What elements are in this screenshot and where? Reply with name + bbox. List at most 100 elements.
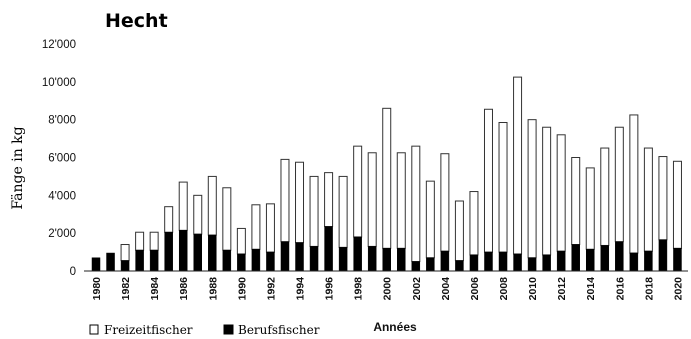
bar-berufsfischer-1997: [338, 247, 348, 272]
x-tick-label: 1994: [295, 277, 307, 301]
y-tick-label: 10'000: [42, 77, 76, 89]
x-tick-label: 2018: [643, 277, 655, 301]
bar-freizeitfischer-2019: [658, 156, 668, 241]
x-tick-label: 2016: [614, 277, 626, 301]
bar-berufsfischer-1982: [120, 260, 130, 272]
bar-berufsfischer-1996: [324, 226, 333, 272]
bar-berufsfischer-2015: [600, 245, 610, 272]
bar-freizeitfischer-2009: [513, 76, 523, 255]
bar-berufsfischer-1992: [266, 251, 275, 272]
bar-freizeitfischer-1986: [178, 181, 188, 231]
bar-freizeitfischer-1984: [149, 231, 159, 251]
bar-berufsfischer-2020: [673, 248, 682, 272]
bar-berufsfischer-2003: [426, 257, 435, 272]
bar-berufsfischer-2018: [644, 250, 653, 272]
x-tick-label: 2000: [382, 277, 394, 301]
bar-berufsfischer-2011: [542, 254, 551, 272]
y-tick-label: 6'000: [48, 153, 76, 165]
bar-freizeitfischer-2004: [440, 153, 450, 252]
bar-freizeitfischer-2000: [382, 107, 392, 249]
bar-berufsfischer-1983: [135, 249, 144, 272]
bar-berufsfischer-1980: [91, 257, 101, 272]
bar-berufsfischer-2009: [513, 253, 522, 272]
bar-freizeitfischer-1993: [280, 158, 290, 243]
bar-berufsfischer-1986: [178, 230, 188, 272]
bars: [91, 76, 682, 272]
x-tick-label: 2010: [527, 277, 539, 301]
bar-freizeitfischer-2018: [643, 147, 653, 252]
bar-freizeitfischer-2003: [425, 180, 435, 259]
bar-freizeitfischer-1983: [135, 231, 145, 251]
bar-berufsfischer-2016: [615, 241, 624, 272]
y-axis-ticks: 0 2'000 4'000 6'000 8'000 10'000 12'000: [42, 39, 76, 278]
x-tick-label: 1990: [236, 277, 248, 301]
bar-freizeitfischer-1995: [309, 175, 319, 247]
bar-berufsfischer-2006: [469, 254, 479, 272]
bar-freizeitfischer-2014: [585, 167, 595, 250]
bar-berufsfischer-1999: [367, 246, 377, 272]
bar-freizeitfischer-1996: [324, 172, 334, 228]
bar-freizeitfischer-2017: [629, 114, 639, 254]
bar-berufsfischer-1989: [222, 249, 232, 272]
bar-berufsfischer-1993: [280, 241, 290, 272]
x-tick-label: 1986: [178, 277, 190, 301]
y-tick-label: 0: [70, 266, 76, 278]
bar-freizeitfischer-2006: [469, 191, 479, 256]
bar-berufsfischer-1991: [251, 248, 261, 272]
y-tick-label: 8'000: [48, 115, 76, 127]
y-axis-label: Fänge in kg: [10, 126, 26, 209]
bar-berufsfischer-1984: [149, 249, 159, 272]
bar-freizeitfischer-2002: [411, 145, 421, 263]
x-tick-label: 2006: [469, 277, 481, 301]
bar-freizeitfischer-2012: [556, 134, 566, 252]
bar-berufsfischer-1981: [106, 252, 115, 272]
x-tick-label: 1982: [120, 277, 132, 301]
bar-berufsfischer-2005: [455, 260, 464, 272]
bar-berufsfischer-1987: [193, 233, 203, 272]
bar-freizeitfischer-2020: [672, 160, 682, 249]
bar-freizeitfischer-1988: [207, 175, 217, 236]
legend-swatch-berufsfischer: [223, 324, 234, 335]
bar-berufsfischer-1985: [164, 231, 173, 272]
x-tick-label: 1988: [207, 277, 219, 301]
x-tick-label: 1980: [91, 277, 103, 301]
chart-title: Hecht: [105, 10, 168, 32]
x-tick-label: 2008: [498, 277, 510, 301]
bar-berufsfischer-2014: [585, 248, 595, 272]
bar-freizeitfischer-1999: [367, 152, 377, 247]
x-tick-label: 2002: [411, 277, 423, 301]
y-tick-label: 12'000: [42, 39, 76, 51]
bar-freizeitfischer-2007: [483, 108, 493, 253]
x-tick-label: 2014: [585, 277, 597, 301]
legend-label-freizeitfischer: Freizeitfischer: [104, 323, 193, 337]
bar-freizeitfischer-2010: [527, 119, 537, 259]
bar-freizeitfischer-1987: [193, 194, 203, 235]
bar-freizeitfischer-2008: [498, 122, 508, 253]
bar-berufsfischer-2000: [382, 248, 391, 272]
bar-freizeitfischer-1997: [338, 175, 348, 248]
bar-berufsfischer-1994: [295, 242, 304, 272]
bar-freizeitfischer-1991: [251, 204, 261, 250]
x-tick-label: 1992: [265, 277, 277, 301]
bar-freizeitfischer-2013: [571, 157, 581, 246]
bar-freizeitfischer-1982: [120, 244, 130, 262]
bar-berufsfischer-2002: [411, 261, 421, 272]
bar-berufsfischer-1998: [353, 236, 362, 272]
x-axis-ticks: 1980 1982 1984 1986 1988 1990 1992 1994 1996 1998…: [91, 277, 684, 301]
bar-berufsfischer-2010: [527, 257, 537, 272]
bar-freizeitfischer-1985: [164, 206, 174, 233]
bar-freizeitfischer-1992: [265, 203, 275, 253]
bar-berufsfischer-1990: [237, 253, 246, 272]
bar-freizeitfischer-1989: [222, 187, 232, 251]
bar-berufsfischer-2004: [440, 250, 450, 272]
bar-berufsfischer-2012: [556, 250, 566, 272]
bar-berufsfischer-1995: [309, 246, 319, 272]
bar-berufsfischer-2001: [397, 248, 406, 272]
x-tick-label: 2004: [440, 277, 452, 301]
bar-berufsfischer-2013: [571, 244, 580, 272]
x-tick-label: 1984: [149, 277, 161, 301]
y-tick-label: 2'000: [48, 228, 76, 240]
bar-freizeitfischer-2005: [454, 200, 464, 262]
bar-berufsfischer-2007: [484, 251, 493, 272]
